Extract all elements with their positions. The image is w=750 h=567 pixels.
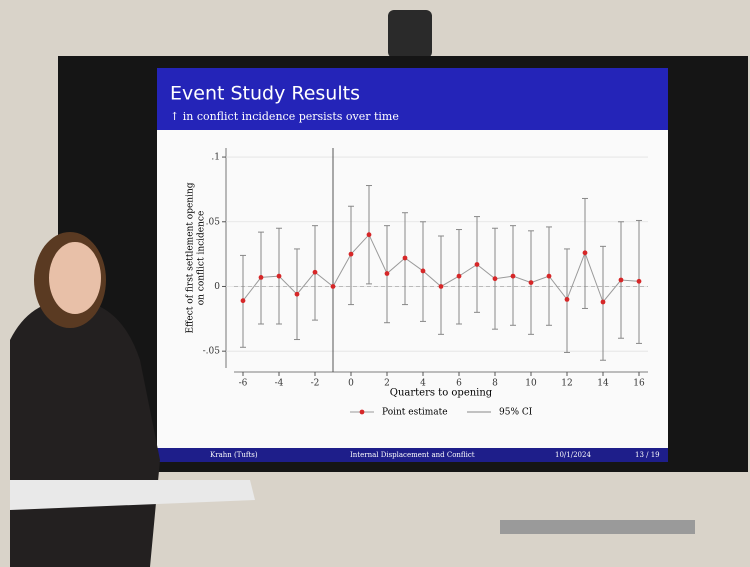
x-axis-label: Quarters to opening bbox=[390, 388, 493, 399]
point bbox=[456, 273, 462, 279]
point bbox=[312, 269, 318, 275]
legend-label: 95% CI bbox=[499, 408, 533, 418]
point bbox=[510, 273, 516, 279]
y-tick-label: .05 bbox=[206, 217, 221, 227]
point bbox=[474, 262, 480, 267]
point bbox=[366, 232, 372, 238]
point bbox=[438, 284, 444, 289]
y-tick-label: 0 bbox=[214, 282, 220, 292]
x-tick-label: 8 bbox=[492, 379, 498, 389]
x-tick-label: 2 bbox=[384, 379, 390, 389]
point bbox=[564, 297, 570, 302]
y-tick-label: .1 bbox=[211, 153, 220, 163]
point bbox=[546, 273, 552, 279]
point bbox=[402, 255, 408, 261]
camera bbox=[388, 10, 432, 58]
slide-footer bbox=[157, 448, 668, 462]
x-tick-label: 0 bbox=[348, 379, 354, 389]
x-tick-label: 16 bbox=[633, 379, 645, 389]
point bbox=[240, 298, 246, 304]
x-tick-label: 10 bbox=[525, 379, 537, 389]
x-tick-label: 6 bbox=[456, 379, 462, 389]
person-face bbox=[49, 242, 101, 314]
point bbox=[600, 299, 606, 305]
point bbox=[492, 276, 498, 282]
y-tick-label: -.05 bbox=[203, 347, 221, 357]
x-tick-label: -4 bbox=[275, 379, 284, 389]
x-tick-label: -6 bbox=[239, 379, 248, 389]
point bbox=[330, 284, 336, 289]
y-axis-label: on conflict incidence bbox=[197, 211, 207, 306]
footer-talk: Internal Displacement and Conflict bbox=[350, 451, 475, 459]
rail bbox=[500, 520, 695, 534]
point bbox=[348, 251, 354, 257]
point bbox=[420, 268, 426, 274]
x-tick-label: 14 bbox=[597, 379, 609, 389]
point bbox=[528, 280, 534, 285]
footer-date: 10/1/2024 bbox=[555, 451, 591, 459]
x-tick-label: -2 bbox=[311, 379, 320, 389]
point bbox=[582, 250, 588, 256]
footer-author: Krahn (Tufts) bbox=[210, 451, 258, 459]
point bbox=[276, 273, 282, 279]
footer-page: 13 / 19 bbox=[635, 451, 660, 459]
podium bbox=[10, 480, 255, 510]
slide-subtitle: ↑ in conflict incidence persists over ti… bbox=[170, 110, 399, 123]
point bbox=[384, 271, 390, 276]
point bbox=[618, 277, 624, 283]
point bbox=[294, 291, 300, 297]
legend-label: Point estimate bbox=[382, 408, 448, 418]
x-tick-label: 4 bbox=[420, 379, 426, 389]
point bbox=[258, 275, 264, 280]
y-axis-label: Effect of first settlement opening bbox=[186, 182, 196, 333]
point bbox=[636, 278, 642, 284]
slide-header bbox=[157, 68, 668, 130]
slide-title: Event Study Results bbox=[170, 83, 360, 105]
legend-swatch bbox=[359, 409, 365, 415]
x-tick-label: 12 bbox=[561, 379, 572, 389]
